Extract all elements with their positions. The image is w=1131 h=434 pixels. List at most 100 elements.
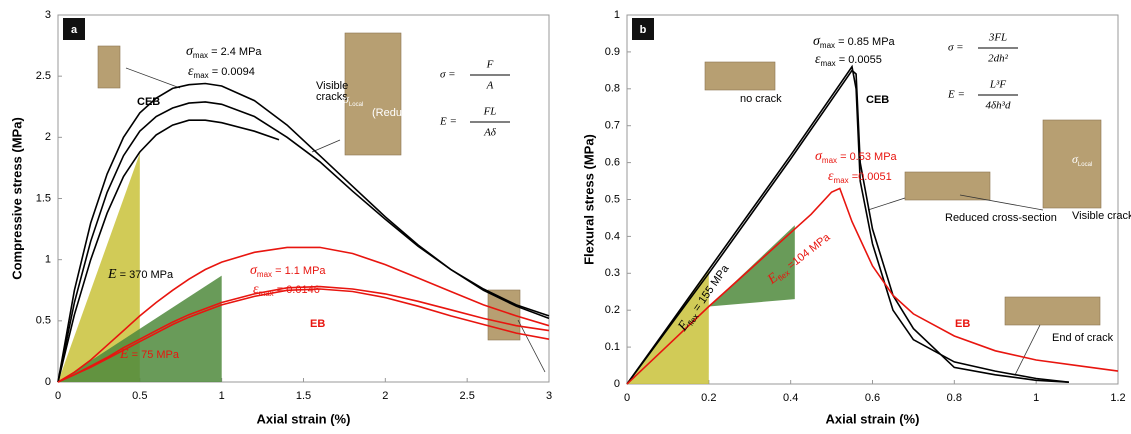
y-tick-label: 2.5 — [36, 70, 51, 82]
symbol: ε — [253, 282, 259, 297]
annotation: EB — [310, 318, 325, 330]
symbol: σ — [813, 34, 821, 49]
annotation-text: (Reduced Area) — [372, 107, 449, 119]
annotation-text: = 0.0055 — [836, 54, 882, 66]
annotation-text: End of crack — [1052, 332, 1114, 344]
annotation-text: = 370 MPa — [117, 269, 174, 281]
y-tick-label: 3 — [45, 9, 51, 21]
formula-denominator: Aδ — [483, 127, 497, 139]
arrow — [1014, 324, 1041, 376]
annotation-text: = 0.53 MPa — [837, 151, 898, 163]
curve — [57, 285, 550, 383]
symbol: ε — [815, 52, 821, 67]
arrow — [867, 197, 906, 211]
x-tick-label: 0.8 — [947, 392, 962, 404]
specimen-photo — [904, 171, 991, 201]
annotation: cracks — [316, 91, 348, 103]
y-tick-label: 1 — [614, 9, 620, 21]
y-tick-label: 0.1 — [605, 341, 620, 353]
annotation: σmax = 1.1 MPa — [250, 263, 326, 279]
annotation-text: Visible — [316, 80, 348, 92]
panel-label-box — [63, 18, 85, 40]
formula-numerator: L³F — [989, 79, 1006, 91]
symbol: E — [119, 347, 129, 362]
annotation: E = 75 MPa — [119, 347, 180, 362]
y-tick-label: 0.6 — [605, 157, 620, 169]
x-tick-label: 1 — [219, 390, 225, 402]
x-axis-title: Axial strain (%) — [826, 411, 920, 426]
annotation-text: = 1.1 MPa — [272, 265, 326, 277]
annotation: σmax = 0.53 MPa — [815, 149, 898, 165]
x-tick-label: 2 — [382, 390, 388, 402]
specimen-photo — [1042, 119, 1102, 209]
y-tick-label: 0.8 — [605, 83, 620, 95]
annotation: σLocal — [343, 92, 363, 108]
x-tick-label: 0.2 — [701, 392, 716, 404]
subscript: max — [822, 156, 837, 165]
annotation: EB — [955, 318, 970, 330]
annotation-text: cracks — [316, 91, 348, 103]
annotation: (Reduced Area) — [372, 107, 449, 119]
annotation: σLocal — [1072, 152, 1092, 168]
y-tick-label: 2 — [45, 131, 51, 143]
formula-denominator: A — [486, 80, 494, 92]
formula-denominator: 4δh³d — [986, 100, 1011, 112]
x-tick-label: 0.6 — [865, 392, 880, 404]
photos — [97, 32, 1102, 376]
y-tick-label: 1 — [45, 254, 51, 266]
symbol: σ — [1072, 152, 1079, 166]
specimen-photo — [344, 32, 402, 156]
annotation: εmax = 0.0094 — [188, 64, 255, 80]
y-tick-label: 0 — [45, 376, 51, 388]
annotation-text: = 75 MPa — [129, 349, 180, 361]
arrow — [311, 139, 341, 153]
annotation: σmax = 0.85 MPa — [813, 34, 896, 50]
subscript: Local — [349, 102, 363, 108]
y-tick-label: 0.5 — [605, 193, 620, 205]
y-tick-label: 0.5 — [36, 315, 51, 327]
y-tick-label: 0.3 — [605, 267, 620, 279]
x-tick-label: 3 — [546, 390, 552, 402]
curve — [626, 69, 1069, 385]
curve — [57, 246, 550, 383]
annotation: Visible — [316, 80, 348, 92]
subscript: max — [834, 176, 849, 185]
specimen-photo — [1004, 296, 1101, 326]
x-tick-label: 0 — [624, 392, 630, 404]
modulus-region — [58, 275, 222, 382]
subscript: max — [257, 270, 272, 279]
symbol: σ — [186, 44, 194, 59]
subscript: max — [194, 71, 209, 80]
symbol: σ — [250, 263, 258, 278]
panel-label: b — [640, 24, 647, 36]
annotation: σmax = 2.4 MPa — [186, 44, 262, 60]
formula-denominator: 2dh² — [988, 53, 1009, 65]
subscript: max — [821, 59, 836, 68]
annotation-text: CEB — [137, 96, 160, 108]
subscript: max — [259, 289, 274, 298]
symbol: σ — [815, 149, 823, 164]
formula-lhs: σ = — [440, 69, 456, 81]
annotation: CEB — [137, 96, 160, 108]
panel-label-box — [632, 18, 654, 40]
x-tick-label: 1.5 — [296, 390, 311, 402]
formula-lhs: E = — [947, 89, 965, 101]
formula-numerator: FL — [483, 106, 497, 118]
curve — [57, 119, 280, 383]
subscript: Local — [1078, 162, 1092, 168]
y-tick-label: 1.5 — [36, 192, 51, 204]
formula-lhs: E = — [439, 116, 457, 128]
annotation: Reduced cross-section — [945, 212, 1057, 224]
curve — [57, 288, 550, 383]
symbol: E — [107, 267, 117, 282]
symbol: σ — [343, 92, 350, 106]
curve — [626, 187, 1119, 385]
annotation: CEB — [866, 94, 889, 106]
y-tick-label: 0.4 — [605, 230, 620, 242]
x-tick-label: 0 — [55, 390, 61, 402]
annotation: εmax = 0.0055 — [815, 52, 882, 68]
x-tick-label: 1 — [1033, 392, 1039, 404]
x-tick-label: 0.5 — [132, 390, 147, 402]
x-tick-label: 1.2 — [1110, 392, 1125, 404]
